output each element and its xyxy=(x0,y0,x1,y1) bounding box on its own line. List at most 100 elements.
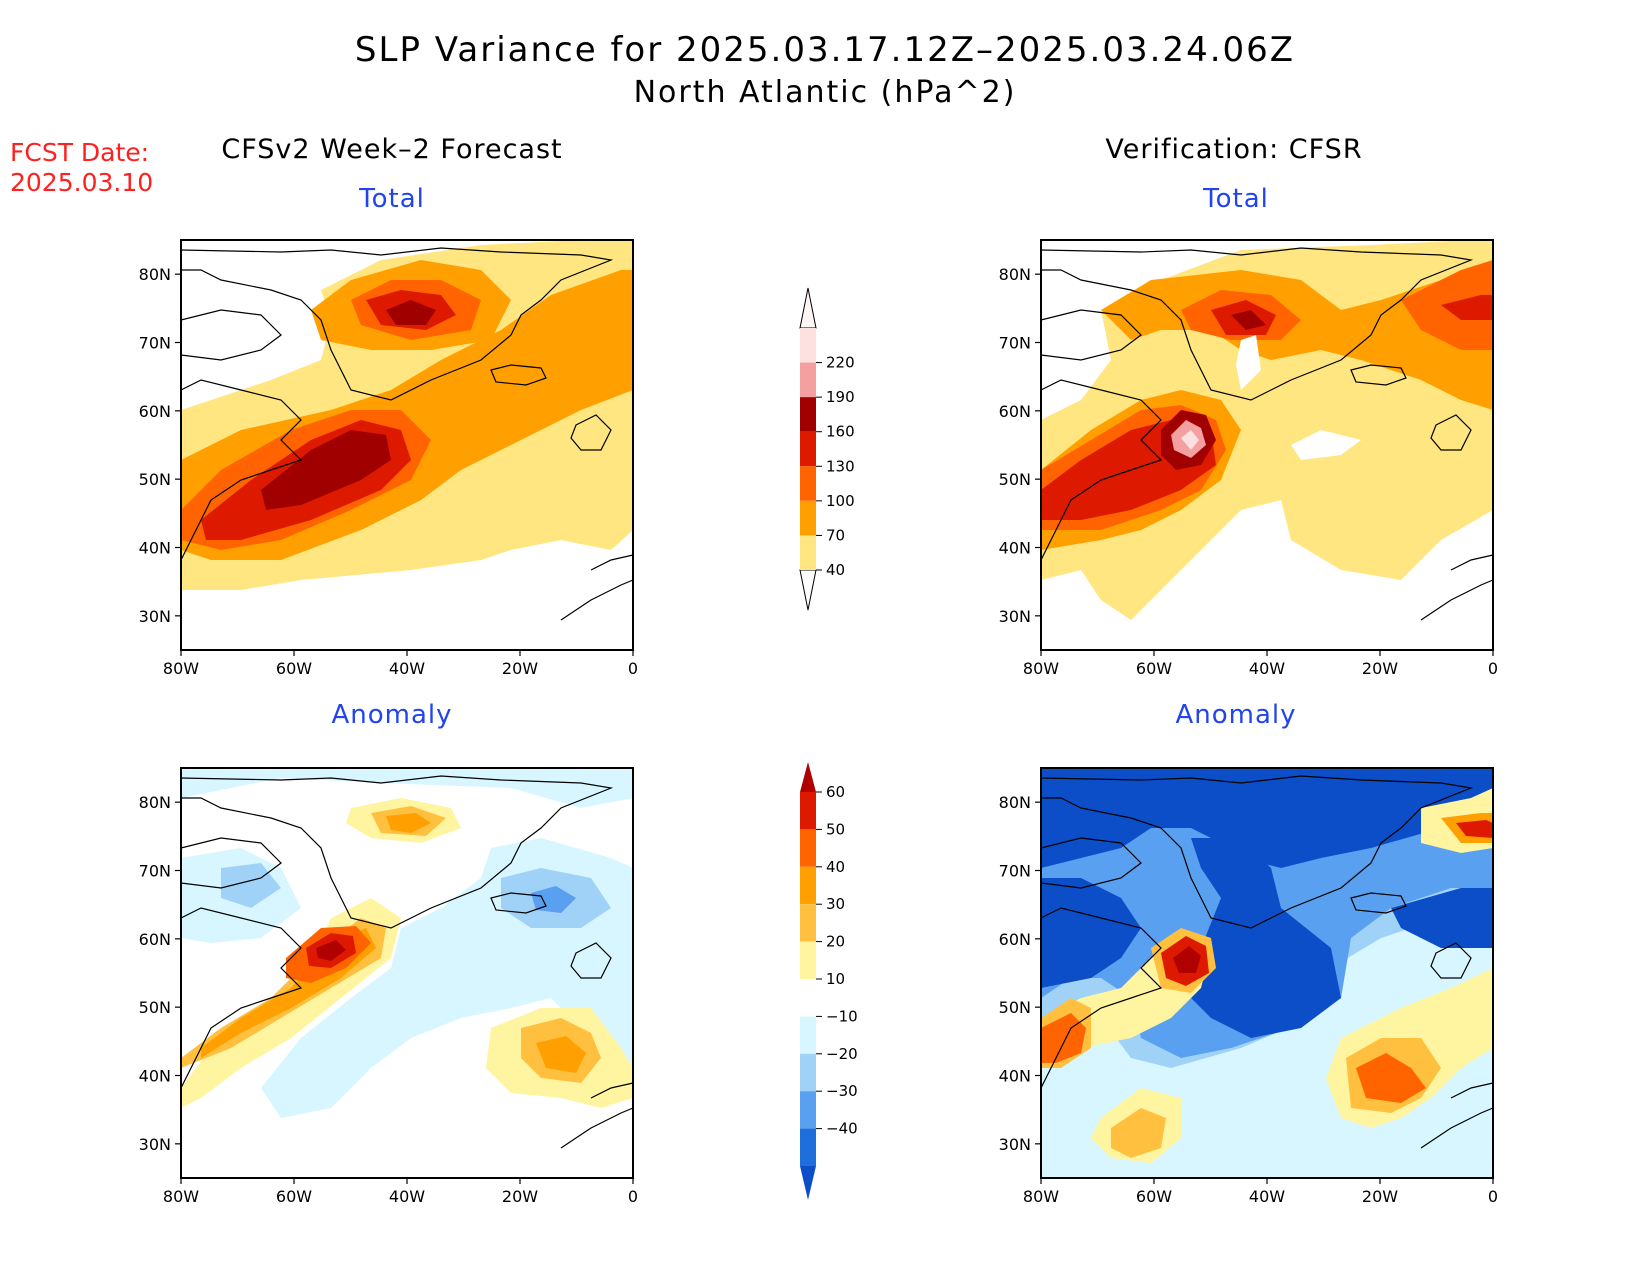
forecast-anomaly-label: Anomaly xyxy=(331,700,453,730)
forecast-total-panel xyxy=(180,239,634,651)
forecast-anomaly-lon-label: 80W xyxy=(163,1187,199,1206)
figure-subtitle: North Atlantic (hPa^2) xyxy=(633,75,1017,110)
verification-anomaly-coastlines xyxy=(1040,775,1494,1149)
verification-total-lat-label: 60N xyxy=(999,402,1031,421)
verification-total-label: Total xyxy=(1203,184,1269,214)
forecast-anomaly-lat-label: 50N xyxy=(139,998,171,1017)
total-colorbar-segment xyxy=(800,328,816,363)
verification-total-lat-label: 80N xyxy=(999,265,1031,284)
anomaly-colorbar-segment xyxy=(800,1016,816,1054)
anomaly-colorbar-segment xyxy=(800,904,816,942)
total-colorbar-label: 220 xyxy=(826,354,855,372)
forecast-total-coastlines xyxy=(180,247,634,621)
anomaly-colorbar-label: −20 xyxy=(826,1045,858,1063)
anomaly-colorbar-segment xyxy=(800,1128,816,1166)
anomaly-colorbar: 60 50 40 30 20 10 −10 −20 −30 −40 xyxy=(800,762,858,1200)
anomaly-colorbar-label: 50 xyxy=(826,820,845,838)
forecast-anomaly-lon-label: 40W xyxy=(389,1187,425,1206)
anomaly-colorbar-label: 60 xyxy=(826,783,845,801)
total-colorbar-segment xyxy=(800,535,816,570)
verification-anomaly-lon-label: 20W xyxy=(1362,1187,1398,1206)
total-colorbar-segment xyxy=(800,466,816,501)
total-colorbar-segment xyxy=(800,397,816,432)
forecast-anomaly-lon-label: 0 xyxy=(628,1187,638,1206)
forecast-total-lat-label: 30N xyxy=(139,607,171,626)
anomaly-colorbar-segment xyxy=(800,829,816,867)
anomaly-colorbar-top-arrow xyxy=(800,762,816,792)
forecast-total-lat-label: 60N xyxy=(139,402,171,421)
verification-anomaly-lat-label: 30N xyxy=(999,1135,1031,1154)
forecast-date-value: 2025.03.10 xyxy=(10,168,154,197)
verification-total-lat-label: 30N xyxy=(999,607,1031,626)
verification-anomaly-panel xyxy=(1040,767,1494,1179)
forecast-anomaly-field xyxy=(181,768,633,1178)
verification-total-lon-label: 60W xyxy=(1136,659,1172,678)
verification-anomaly-field xyxy=(1041,768,1493,1178)
total-colorbar-label: 190 xyxy=(826,388,855,406)
figure-title: SLP Variance for 2025.03.17.12Z–2025.03.… xyxy=(354,30,1296,70)
forecast-anomaly-lat-label: 60N xyxy=(139,930,171,949)
total-colorbar-label: 100 xyxy=(826,492,855,510)
verification-anomaly-lon-label: 80W xyxy=(1023,1187,1059,1206)
verification-anomaly-lat-label: 70N xyxy=(999,862,1031,881)
verification-total-field xyxy=(1041,240,1493,650)
verification-total-lon-label: 0 xyxy=(1488,659,1498,678)
anomaly-colorbar-segment xyxy=(800,979,816,1017)
forecast-anomaly-coastlines xyxy=(180,775,634,1149)
forecast-total-lon-label: 80W xyxy=(163,659,199,678)
right-column-title: Verification: CFSR xyxy=(1105,134,1363,165)
forecast-total-lon-label: 20W xyxy=(502,659,538,678)
total-colorbar: 220 190 160 130 100 70 40 xyxy=(799,287,855,611)
anomaly-colorbar-segment xyxy=(800,1053,816,1092)
verification-total-lon-label: 20W xyxy=(1362,659,1398,678)
forecast-total-field xyxy=(181,240,633,650)
forecast-anomaly-lon-label: 60W xyxy=(276,1187,312,1206)
total-colorbar-label: 70 xyxy=(826,526,845,544)
forecast-total-lon-label: 60W xyxy=(276,659,312,678)
verification-total-lat-label: 40N xyxy=(999,539,1031,558)
total-colorbar-bottom-arrow xyxy=(799,569,817,611)
forecast-total-lat-label: 50N xyxy=(139,470,171,489)
total-colorbar-top-arrow xyxy=(799,287,817,329)
verification-total-coastlines xyxy=(1040,247,1494,621)
anomaly-colorbar-bottom-arrow xyxy=(800,1166,816,1200)
anomaly-colorbar-segment xyxy=(800,792,816,830)
anomaly-colorbar-segment xyxy=(800,1091,816,1129)
forecast-total-label: Total xyxy=(359,184,425,214)
left-column-title: CFSv2 Week–2 Forecast xyxy=(221,134,563,165)
verification-total-lon-label: 80W xyxy=(1023,659,1059,678)
total-colorbar-label: 130 xyxy=(826,457,855,475)
verification-anomaly-lat-label: 60N xyxy=(999,930,1031,949)
verification-total-panel xyxy=(1040,239,1494,651)
verification-anomaly-lon-label: 60W xyxy=(1136,1187,1172,1206)
forecast-total-lat-label: 80N xyxy=(139,265,171,284)
verification-anomaly-label: Anomaly xyxy=(1175,700,1297,730)
anomaly-colorbar-label: 30 xyxy=(826,895,845,913)
total-colorbar-label: 40 xyxy=(826,561,845,579)
forecast-date-label: FCST Date: xyxy=(10,138,150,167)
forecast-date-block: FCST Date: 2025.03.10 xyxy=(10,138,153,198)
anomaly-colorbar-label: −10 xyxy=(826,1007,858,1025)
anomaly-colorbar-label: 10 xyxy=(826,970,845,988)
verification-anomaly-lat-label: 80N xyxy=(999,793,1031,812)
forecast-anomaly-panel xyxy=(180,767,634,1179)
forecast-anomaly-lon-label: 20W xyxy=(502,1187,538,1206)
forecast-total-lat-label: 40N xyxy=(139,539,171,558)
anomaly-colorbar-label: 20 xyxy=(826,933,845,951)
anomaly-colorbar-segment xyxy=(800,941,816,979)
forecast-total-lon-label: 0 xyxy=(628,659,638,678)
anomaly-colorbar-segment xyxy=(800,866,816,905)
verification-anomaly-lon-label: 40W xyxy=(1249,1187,1285,1206)
anomaly-colorbar-label: −40 xyxy=(826,1120,858,1138)
verification-anomaly-lat-label: 50N xyxy=(999,998,1031,1017)
forecast-total-lon-label: 40W xyxy=(389,659,425,678)
forecast-anomaly-lat-label: 70N xyxy=(139,862,171,881)
verification-total-lat-label: 70N xyxy=(999,334,1031,353)
total-colorbar-segment xyxy=(800,431,816,467)
total-colorbar-segment xyxy=(800,362,816,398)
forecast-total-lat-label: 70N xyxy=(139,334,171,353)
axis-tick-layer: 80N 70N 60N 50N 40N 30N 80W 60W 40W 20W 0 80N 70N 60N… xyxy=(139,265,1498,1206)
total-colorbar-segment xyxy=(800,500,816,536)
total-colorbar-label: 160 xyxy=(826,423,855,441)
